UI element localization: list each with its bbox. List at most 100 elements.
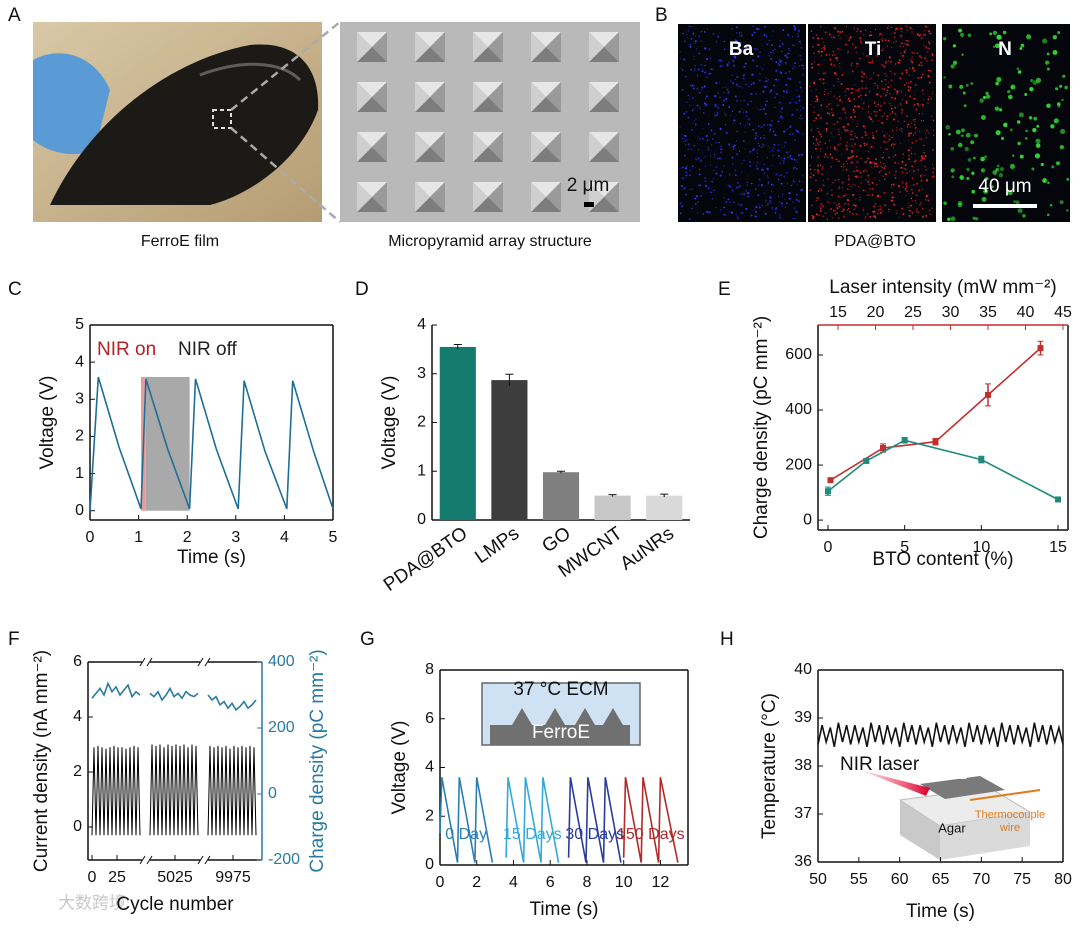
map-dot <box>852 183 854 186</box>
map-dot <box>995 81 999 86</box>
map-dot <box>1059 200 1064 205</box>
map-dot <box>781 43 784 46</box>
map-dot <box>854 105 857 108</box>
map-dot <box>920 120 923 122</box>
map-dot <box>879 39 881 41</box>
map-dot <box>812 135 815 138</box>
map-dot <box>712 33 715 36</box>
y-axis-label: Voltage (V) <box>389 721 410 815</box>
y-tick-label: 5 <box>75 316 84 333</box>
axis-break <box>197 657 204 667</box>
map-dot <box>897 27 900 30</box>
map-dot <box>784 61 787 64</box>
map-dot <box>932 167 935 170</box>
map-dot <box>883 167 886 169</box>
map-dot <box>788 47 790 50</box>
map-dot <box>707 123 710 125</box>
map-dot <box>881 209 883 212</box>
x-tick-label: 4 <box>280 529 289 546</box>
map-dot <box>802 64 805 67</box>
map-dot <box>852 204 855 207</box>
map-dot <box>827 92 830 95</box>
map-dot <box>961 53 964 57</box>
map-dot <box>1045 60 1050 65</box>
map-dot <box>746 181 749 184</box>
map-dot <box>740 204 743 206</box>
map-dot <box>770 57 773 61</box>
map-dot <box>876 195 879 198</box>
map-dot <box>778 174 780 176</box>
map-dot <box>883 88 886 91</box>
map-dot <box>846 87 848 90</box>
map-dot <box>780 157 783 159</box>
map-dot <box>697 136 699 138</box>
map-dot <box>771 149 773 152</box>
map-dot <box>823 41 825 43</box>
map-dot <box>789 150 791 152</box>
map-dot <box>778 58 781 60</box>
map-dot <box>893 88 896 91</box>
map-dot <box>892 143 895 146</box>
map-dot <box>848 211 851 213</box>
map-dot <box>889 102 891 105</box>
x-axis-label: BTO content (%) <box>872 549 1013 570</box>
pyramid <box>415 197 445 212</box>
map-dot <box>855 136 858 139</box>
map-dot <box>1056 102 1061 106</box>
map-dot <box>810 156 812 158</box>
map-dot <box>854 115 856 118</box>
y-tick-label: 0 <box>75 502 84 519</box>
map-dot <box>749 150 752 153</box>
map-dot <box>868 105 870 107</box>
map-dot <box>996 34 1002 40</box>
scale-label: 40 μm <box>978 176 1031 197</box>
map-dot <box>841 196 843 199</box>
map-dot <box>713 132 716 135</box>
map-dot <box>860 157 862 160</box>
map-dot <box>826 147 828 149</box>
x-tick-label: 15 <box>1049 539 1067 556</box>
map-dot <box>730 211 734 214</box>
map-dot <box>1002 30 1007 35</box>
map-dot <box>867 111 869 113</box>
map-dot <box>852 138 855 141</box>
map-dot <box>914 52 916 54</box>
map-dot <box>857 169 859 171</box>
map-dot <box>756 167 759 170</box>
map-dot <box>683 187 686 190</box>
data-line <box>567 777 622 863</box>
map-dot <box>706 139 709 142</box>
map-dot <box>746 184 748 186</box>
map-dot <box>854 204 857 207</box>
map-dot <box>767 177 769 179</box>
panel-letter: G <box>360 629 375 650</box>
map-dot <box>736 216 739 218</box>
map-dot <box>763 64 765 66</box>
map-dot <box>770 199 772 202</box>
map-dot <box>690 148 693 150</box>
map-dot <box>878 179 881 181</box>
map-dot <box>926 129 928 131</box>
map-dot <box>921 103 924 107</box>
map-dot <box>931 93 933 95</box>
map-dot <box>758 143 760 145</box>
map-dot <box>698 173 701 176</box>
pyramid <box>589 132 604 162</box>
map-dot <box>774 208 777 211</box>
x-tick-label: 55 <box>850 871 868 888</box>
map-dot <box>817 143 820 146</box>
y-tick-label: 200 <box>785 456 812 473</box>
map-dot <box>923 151 925 154</box>
map-dot <box>681 137 684 140</box>
map-dot <box>921 189 923 191</box>
map-dot <box>884 78 887 81</box>
map-dot <box>877 46 880 49</box>
map-dot <box>930 32 932 35</box>
map-dot <box>788 52 790 55</box>
pyramid <box>589 147 619 162</box>
map-dot <box>905 43 908 45</box>
map-dot <box>917 168 920 171</box>
map-dot <box>746 175 749 177</box>
x-tick-label: 6 <box>546 874 555 891</box>
pyramid <box>357 182 387 197</box>
